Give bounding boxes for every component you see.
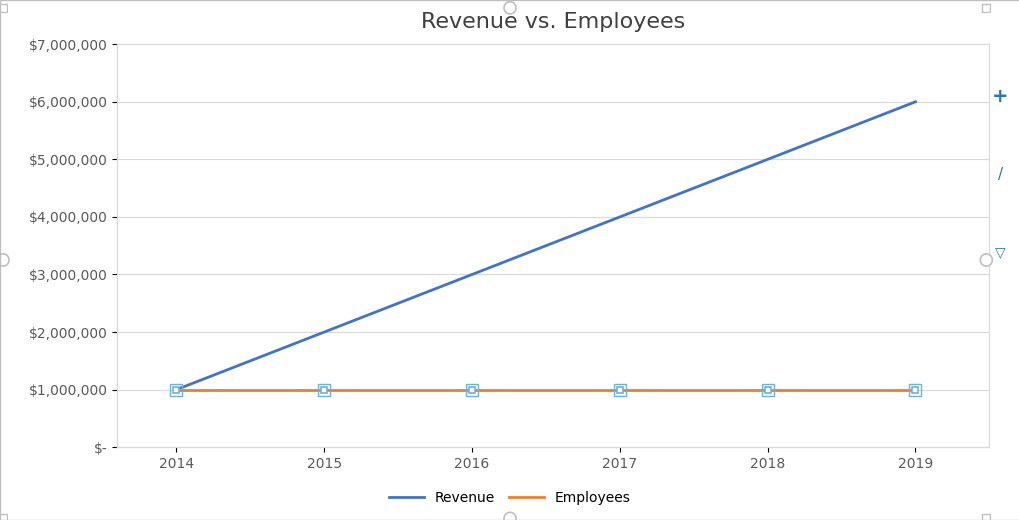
Bar: [0, 514, 7, 520]
Bar: [0, 4, 7, 12]
Title: Revenue vs. Employees: Revenue vs. Employees: [421, 11, 685, 32]
Legend: Revenue, Employees: Revenue, Employees: [383, 486, 636, 511]
Bar: [0, 514, 7, 520]
Text: +: +: [991, 87, 1008, 106]
Circle shape: [503, 2, 516, 14]
Bar: [981, 514, 989, 520]
Circle shape: [979, 254, 991, 266]
Circle shape: [0, 254, 9, 266]
Circle shape: [503, 512, 516, 520]
Bar: [981, 514, 989, 520]
Bar: [0, 4, 7, 12]
Text: ▽: ▽: [995, 245, 1005, 259]
Bar: [981, 4, 989, 12]
Bar: [981, 4, 989, 12]
Text: /: /: [997, 167, 1003, 181]
